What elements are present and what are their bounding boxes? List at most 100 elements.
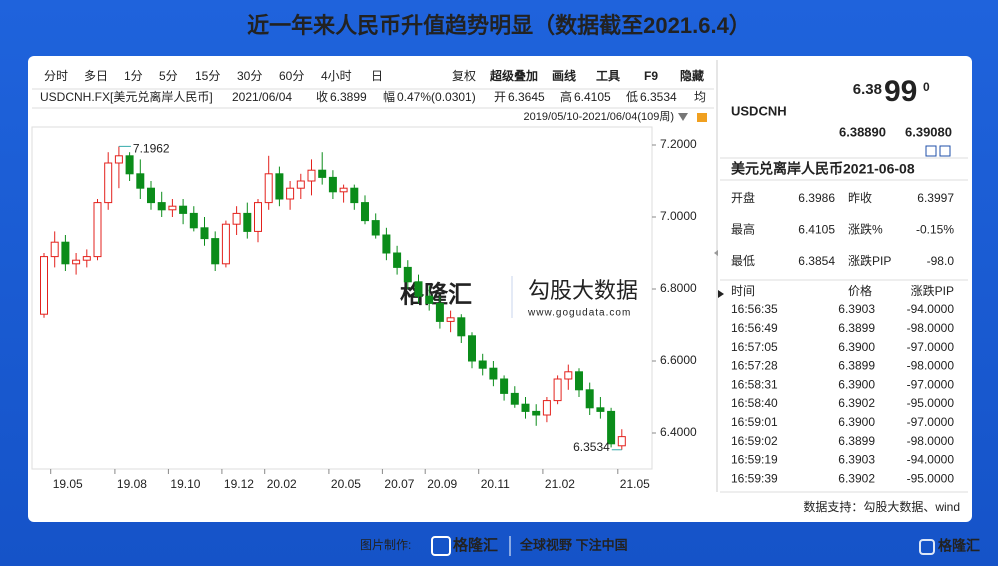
stat-value: 6.4105 <box>798 223 835 237</box>
ask: 6.39080 <box>905 124 952 139</box>
instrument-name: 美元兑离岸人民币2021-06-08 <box>731 161 915 177</box>
info-close-label: 收 <box>316 90 328 104</box>
candle-body <box>617 436 626 447</box>
toolbar-button[interactable]: 1分 <box>124 69 143 83</box>
candle-body <box>585 389 594 409</box>
icon[interactable] <box>925 145 937 157</box>
toolbar-button[interactable]: 复权 <box>452 69 476 83</box>
x-tick-label: 19.10 <box>170 477 200 491</box>
lock-icon[interactable] <box>697 113 707 122</box>
trade-price: 6.3899 <box>838 434 875 448</box>
stat-value: -0.15% <box>916 223 954 237</box>
toolbar-button[interactable]: F9 <box>644 69 658 83</box>
max-annotation: 7.1962 <box>133 142 170 156</box>
toolbar-button[interactable]: 4小时 <box>321 69 352 83</box>
stat-label: 最低 <box>731 254 755 268</box>
x-tick-label: 19.12 <box>224 477 254 491</box>
y-tick-label: 6.6000 <box>660 353 697 367</box>
trade-change: -94.0000 <box>907 302 955 316</box>
info-symbol: USDCNH.FX[美元兑离岸人民币] <box>40 89 213 104</box>
trade-change: -98.0000 <box>907 359 955 373</box>
candle-body <box>243 212 252 232</box>
x-tick-label: 21.05 <box>620 477 650 491</box>
trade-change: -97.0000 <box>907 340 955 354</box>
toolbar-button[interactable]: 60分 <box>279 69 304 83</box>
trade-change: -95.0000 <box>907 396 955 410</box>
title: 近一年来人民币升值趋势明显（数据截至2021.6.4） <box>247 13 751 38</box>
trade-change: -98.0000 <box>907 321 955 335</box>
trade-change: -98.0000 <box>907 434 955 448</box>
stat-label: 最高 <box>731 222 755 237</box>
candle-body <box>40 256 48 315</box>
x-tick-label: 19.05 <box>53 477 83 491</box>
candle-body <box>168 205 177 211</box>
trade-change: -97.0000 <box>907 377 955 391</box>
info-high-label: 高 <box>560 89 572 104</box>
info-low: 6.3534 <box>640 90 677 104</box>
candle-body <box>510 392 519 405</box>
stat-value: 6.3854 <box>798 254 835 268</box>
trade-header: 时间 <box>731 284 755 298</box>
candle-body <box>232 212 241 225</box>
candle-body <box>72 259 81 265</box>
candle-body <box>575 371 583 391</box>
info-low-label: 低 <box>626 90 638 104</box>
candle-body <box>307 169 316 182</box>
toolbar-button[interactable]: 隐藏 <box>680 68 704 83</box>
candle-body <box>361 202 369 222</box>
x-tick-label: 20.09 <box>427 477 457 491</box>
candle-body <box>564 371 573 380</box>
info-open-label: 开 <box>494 90 506 104</box>
candle-body <box>414 281 423 297</box>
info-change-label: 幅 <box>383 89 395 104</box>
toolbar-button[interactable]: 5分 <box>159 69 178 83</box>
trade-time: 16:59:19 <box>731 453 778 467</box>
candle-body <box>596 407 605 412</box>
trade-price: 6.3903 <box>838 302 875 316</box>
pointer <box>718 290 724 298</box>
candle-body <box>500 378 509 394</box>
toolbar-button[interactable]: 30分 <box>237 69 262 83</box>
stat-label: 涨跌PIP <box>848 253 891 268</box>
panel <box>28 56 972 522</box>
candle-body <box>136 173 145 189</box>
icon[interactable] <box>939 145 951 157</box>
candle-body <box>200 227 209 240</box>
candle-body <box>435 302 444 322</box>
watermark: 勾股大数据 <box>528 278 638 303</box>
toolbar-button[interactable]: 15分 <box>195 69 220 83</box>
candle-body <box>286 187 295 200</box>
candle-body <box>542 400 551 416</box>
candle-body <box>296 180 305 189</box>
candle-body <box>425 295 434 304</box>
candle-body <box>264 173 273 204</box>
logo-mark <box>919 539 935 555</box>
toolbar-button[interactable]: 日 <box>371 69 383 83</box>
candle-body <box>318 169 327 178</box>
toolbar-button[interactable]: 画线 <box>552 68 576 83</box>
trade-change: -95.0000 <box>907 471 955 485</box>
candle-body <box>104 162 113 204</box>
candle-body <box>350 187 359 204</box>
dropdown-icon[interactable] <box>678 113 688 121</box>
candle-body <box>607 410 616 445</box>
candle-body <box>93 202 102 258</box>
toolbar-button[interactable]: 多日 <box>84 69 108 83</box>
trade-price: 6.3900 <box>838 340 875 354</box>
candle-body <box>114 155 123 164</box>
price: 99 <box>884 75 917 108</box>
candle-body <box>189 212 198 229</box>
x-tick-label: 20.11 <box>481 477 510 491</box>
y-tick-label: 7.0000 <box>660 209 697 223</box>
candle-body <box>382 234 391 254</box>
candle-body <box>61 241 70 265</box>
trade-change: -94.0000 <box>907 453 955 467</box>
toolbar-button[interactable]: 工具 <box>596 69 620 83</box>
candle-body <box>147 187 155 204</box>
candle-body <box>339 187 348 193</box>
toolbar-button[interactable]: 超级叠加 <box>489 68 538 83</box>
x-tick-label: 20.05 <box>331 477 361 491</box>
trade-price: 6.3900 <box>838 377 875 391</box>
toolbar-button[interactable]: 分时 <box>44 69 68 83</box>
